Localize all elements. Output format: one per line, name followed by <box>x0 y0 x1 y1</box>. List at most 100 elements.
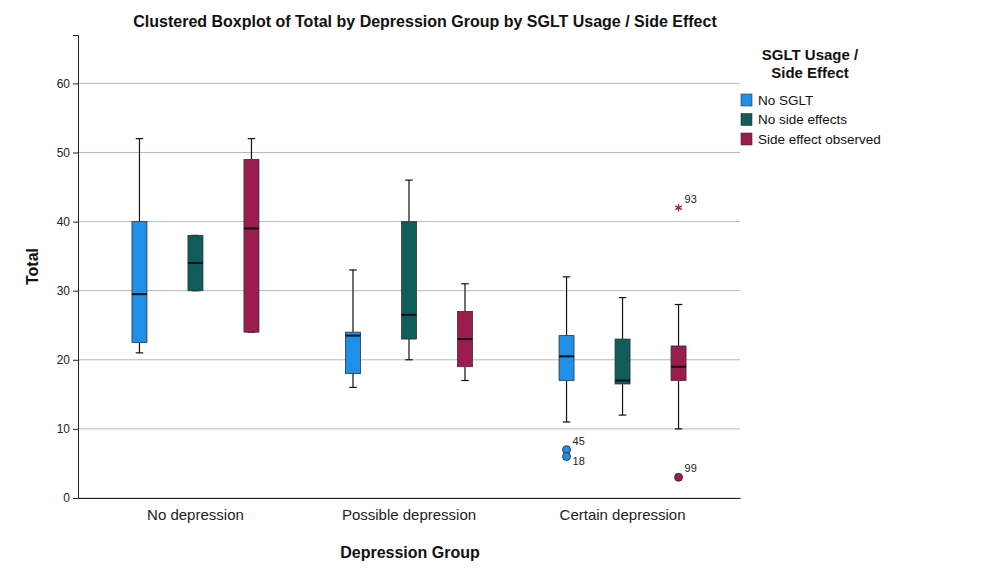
x-tick-label: Certain depression <box>560 506 686 523</box>
outlier-extreme <box>675 204 682 212</box>
whisker-cap-lower <box>461 380 469 381</box>
box <box>402 180 417 360</box>
whisker-upper <box>566 277 567 336</box>
whisker-cap-lower <box>619 414 627 415</box>
box-body <box>132 222 147 343</box>
outlier-label: 45 <box>573 435 585 447</box>
whisker-lower <box>139 343 140 353</box>
box <box>346 270 361 387</box>
legend: SGLT Usage /Side EffectNo SGLTNo side ef… <box>741 46 881 147</box>
legend-label: No side effects <box>758 112 847 127</box>
whisker-cap-lower <box>349 387 357 388</box>
y-tick-label: 60 <box>57 77 71 91</box>
x-tick-label: Possible depression <box>342 506 476 523</box>
x-axis: No depression Possible depression Certain … <box>79 498 741 523</box>
whisker-upper <box>251 139 252 160</box>
legend-title: Side Effect <box>771 64 849 81</box>
whisker-cap-upper <box>619 297 627 298</box>
legend-label: No SGLT <box>758 93 813 108</box>
box-body <box>402 222 417 339</box>
title: Clustered Boxplot of Total by Depression… <box>133 13 717 30</box>
whisker-upper <box>408 180 409 221</box>
outlier <box>675 473 683 481</box>
median <box>458 338 473 340</box>
whisker-upper <box>352 270 353 332</box>
y-tick-mark <box>73 222 78 223</box>
whisker-cap-upper <box>349 269 357 270</box>
whisker-cap-upper <box>461 283 469 284</box>
outlier-labels: 45 18 93 99 <box>573 193 697 475</box>
y-axis: 0 10 20 30 40 50 60 <box>57 36 79 506</box>
median <box>188 262 203 264</box>
y-axis-title: Total <box>24 248 41 285</box>
whisker-cap-lower <box>405 359 413 360</box>
y-tick-mark <box>73 360 78 361</box>
y-axis-line <box>73 36 79 499</box>
x-axis-line <box>79 498 741 499</box>
y-tick-label: 50 <box>57 146 71 160</box>
x-tick: No depression <box>147 498 244 523</box>
box-body <box>458 311 473 366</box>
y-tick: 50 <box>57 146 78 160</box>
outlier-label: 18 <box>573 455 585 467</box>
y-tick: 30 <box>57 284 78 298</box>
whisker-cap-upper <box>563 276 571 277</box>
whisker-lower <box>678 381 679 429</box>
y-tick-mark <box>73 152 78 153</box>
box-series <box>132 139 574 461</box>
whisker-upper <box>622 298 623 339</box>
whisker-upper <box>678 305 679 346</box>
whisker-upper <box>139 139 140 222</box>
median <box>559 355 574 357</box>
whisker-lower <box>622 384 623 415</box>
x-axis-title: Depression Group <box>340 544 480 561</box>
whisker-cap-lower <box>675 428 683 429</box>
box <box>188 235 203 290</box>
outlier-label: 99 <box>685 462 697 474</box>
whisker-upper <box>464 284 465 312</box>
median <box>346 335 361 337</box>
whisker-lower <box>464 367 465 381</box>
grid-line <box>78 359 740 360</box>
x-tick-label: No depression <box>147 506 244 523</box>
whisker-cap-upper <box>405 180 413 181</box>
box-series <box>244 139 686 482</box>
box <box>559 277 574 461</box>
box-body <box>244 159 259 332</box>
legend-label: Side effect observed <box>758 132 881 147</box>
box-body <box>346 332 361 373</box>
y-tick-label: 40 <box>57 215 71 229</box>
y-tick-label: 30 <box>57 284 71 298</box>
y-tick: 60 <box>57 77 78 91</box>
box <box>244 139 259 332</box>
legend-swatch <box>741 114 752 126</box>
grid-line <box>78 498 740 499</box>
grid-line <box>78 83 740 84</box>
box <box>132 139 147 353</box>
box-body <box>615 339 630 384</box>
outlier <box>563 453 571 461</box>
y-tick-mark <box>73 291 78 292</box>
y-tick-mark <box>73 429 78 430</box>
median <box>671 366 686 368</box>
median <box>402 314 417 316</box>
box <box>671 204 686 481</box>
whisker-lower <box>352 374 353 388</box>
y-tick-mark <box>73 83 78 84</box>
y-tick-label: 10 <box>57 422 71 436</box>
median <box>244 227 259 229</box>
legend-swatch <box>741 133 752 145</box>
box <box>458 284 473 381</box>
y-tick: 20 <box>57 353 78 367</box>
median <box>615 380 630 382</box>
y-tick: 10 <box>57 422 78 436</box>
y-tick-label: 20 <box>57 353 71 367</box>
legend-swatch <box>741 94 752 106</box>
median <box>132 293 147 295</box>
y-tick: 0 <box>63 491 78 505</box>
whisker-cap-lower <box>563 421 571 422</box>
x-tick: Certain depression <box>560 498 686 523</box>
outlier-label: 93 <box>685 193 697 205</box>
y-tick: 40 <box>57 215 78 229</box>
whisker-lower <box>566 381 567 422</box>
